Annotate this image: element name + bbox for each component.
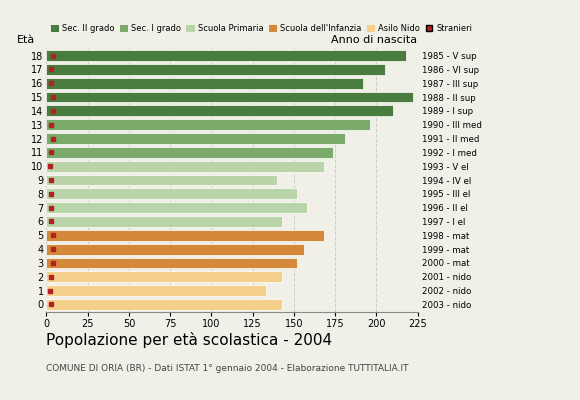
- Text: Anno di nascita: Anno di nascita: [332, 35, 418, 45]
- Bar: [46, 285, 266, 296]
- Bar: [46, 78, 363, 89]
- Bar: [46, 161, 324, 172]
- Bar: [46, 299, 282, 310]
- Bar: [46, 106, 393, 116]
- Bar: [46, 258, 297, 268]
- Text: Popolazione per età scolastica - 2004: Popolazione per età scolastica - 2004: [46, 332, 332, 348]
- Bar: [46, 271, 282, 282]
- Text: Età: Età: [17, 35, 35, 45]
- Legend: Sec. II grado, Sec. I grado, Scuola Primaria, Scuola dell'Infanzia, Asilo Nido, : Sec. II grado, Sec. I grado, Scuola Prim…: [50, 24, 473, 33]
- Bar: [46, 175, 277, 185]
- Bar: [46, 147, 333, 158]
- Text: COMUNE DI ORIA (BR) - Dati ISTAT 1° gennaio 2004 - Elaborazione TUTTITALIA.IT: COMUNE DI ORIA (BR) - Dati ISTAT 1° genn…: [46, 364, 409, 373]
- Bar: [46, 202, 307, 213]
- Bar: [46, 230, 324, 241]
- Bar: [46, 50, 406, 61]
- Bar: [46, 133, 345, 144]
- Bar: [46, 188, 297, 199]
- Bar: [46, 216, 282, 227]
- Bar: [46, 244, 304, 254]
- Bar: [46, 92, 412, 102]
- Bar: [46, 64, 385, 75]
- Bar: [46, 119, 370, 130]
